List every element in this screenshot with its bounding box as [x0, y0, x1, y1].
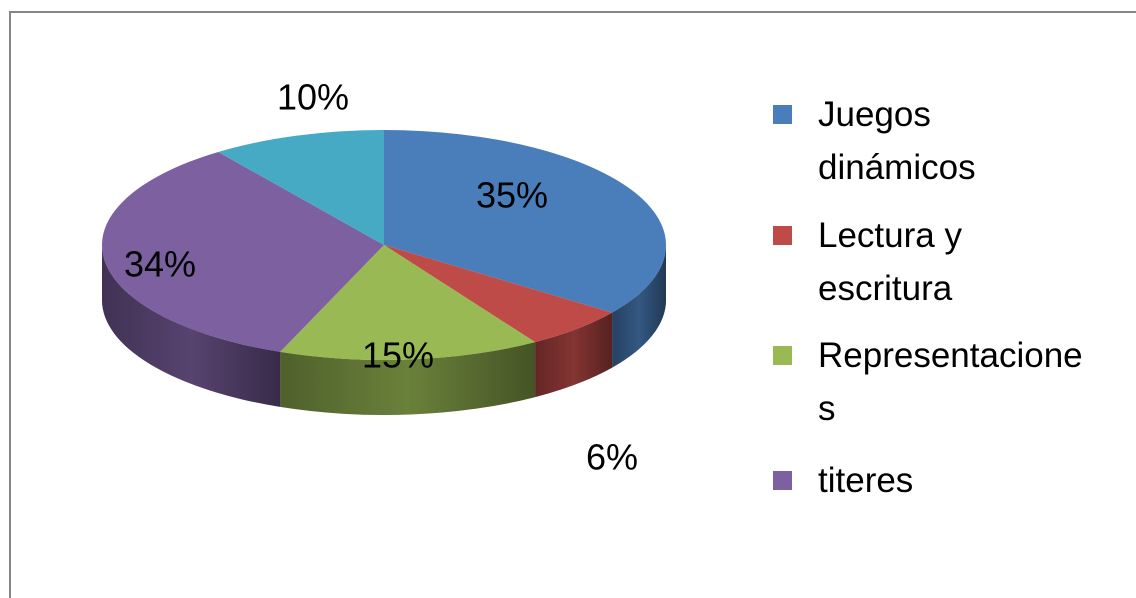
legend-swatch	[773, 105, 792, 124]
slice-side-shade	[102, 245, 281, 407]
data-label: 35%	[476, 175, 548, 216]
slice	[384, 130, 666, 313]
legend-label: Representaciones	[818, 336, 1083, 428]
slice-side-dark	[280, 342, 536, 415]
legend-item: Representaciones	[773, 329, 1103, 435]
slice	[384, 245, 613, 343]
slice	[218, 130, 384, 245]
slice-side-shade	[612, 245, 666, 368]
legend-item: Lectura y escritura	[773, 209, 1103, 315]
slice	[102, 151, 385, 352]
slice-side-dark	[535, 312, 613, 398]
pie: 35% 6% 15% 34% 10%	[102, 77, 666, 478]
legend-swatch	[773, 346, 792, 365]
slice-side-dark	[102, 245, 281, 407]
data-label: 15%	[362, 335, 434, 376]
legend-swatch	[773, 471, 792, 490]
chart-frame	[9, 11, 1136, 598]
legend-item: Juegos dinámicos	[773, 88, 1103, 194]
data-label: 10%	[277, 77, 349, 118]
slice-side-shade	[535, 312, 613, 398]
legend-label: Lectura y escritura	[818, 216, 962, 308]
slice-side-dark	[612, 245, 666, 368]
data-label: 6%	[586, 437, 638, 478]
legend-item: titeres	[773, 454, 1103, 507]
legend-label: titeres	[818, 461, 914, 500]
legend-swatch	[773, 226, 792, 245]
data-label: 34%	[124, 244, 196, 285]
slice	[280, 245, 536, 360]
legend-label: Juegos dinámicos	[818, 95, 976, 187]
slice-side-shade	[280, 342, 536, 415]
